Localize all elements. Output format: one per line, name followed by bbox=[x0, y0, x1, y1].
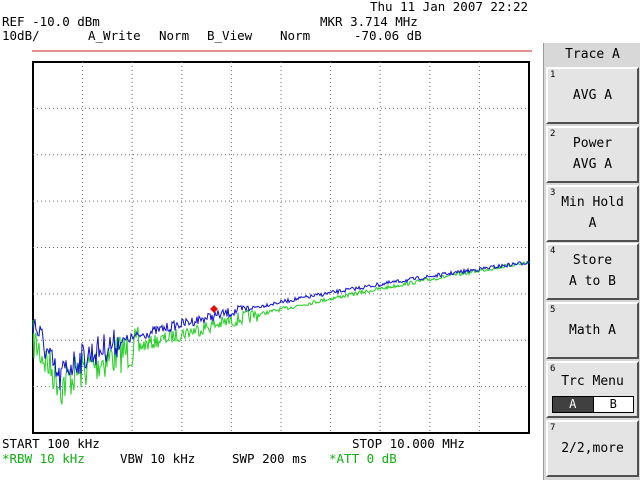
marker-diamond bbox=[210, 305, 218, 313]
trace-a-mode: A_Write bbox=[88, 28, 141, 43]
softkey-power-avg-a[interactable]: 2 Power AVG A bbox=[546, 126, 639, 183]
softkey-sublabel: AVG A bbox=[572, 157, 613, 172]
sweep-time: SWP 200 ms bbox=[232, 451, 308, 466]
trace-b-mode: B_View bbox=[207, 28, 253, 43]
softkey-number: 1 bbox=[550, 70, 556, 80]
softkey-sublabel: A to B bbox=[569, 274, 616, 289]
softkey-number: 3 bbox=[550, 188, 556, 198]
softkey-number: 4 bbox=[550, 246, 556, 256]
reference-level: REF -10.0 dBm bbox=[2, 14, 100, 29]
start-frequency: START 100 kHz bbox=[2, 436, 100, 451]
menu-title: Trace A bbox=[565, 47, 620, 62]
softkey-label: 2/2,more bbox=[561, 441, 624, 456]
vbw-setting: VBW 10 kHz bbox=[120, 451, 196, 466]
softkey-label: Min Hold bbox=[561, 195, 624, 210]
softkey-number: 7 bbox=[550, 423, 556, 433]
softkey-label: AVG A bbox=[572, 88, 613, 103]
softkey-avg-a[interactable]: 1 AVG A bbox=[546, 67, 639, 124]
trace-select-toggle[interactable]: A B bbox=[552, 396, 634, 413]
softkey-number: 5 bbox=[550, 305, 556, 315]
attenuation: *ATT 0 dB bbox=[329, 451, 397, 466]
trace-select-b[interactable]: B bbox=[592, 397, 633, 412]
spectrum-display: Thu 11 Jan 2007 22:22 REF -10.0 dBm MKR … bbox=[2, 0, 532, 466]
softkey-math-a[interactable]: 5 Math A bbox=[546, 302, 639, 359]
trace-select-a[interactable]: A bbox=[553, 397, 593, 412]
softkey-number: 2 bbox=[550, 129, 556, 139]
softkey-number: 6 bbox=[550, 364, 556, 374]
softkey-more[interactable]: 7 2/2,more bbox=[546, 420, 639, 477]
trace-a-line bbox=[32, 260, 531, 391]
softkey-panel: Trace A 1 AVG A 2 Power AVG A 3 Min Hold… bbox=[543, 43, 640, 480]
softkey-min-hold-a[interactable]: 3 Min Hold A bbox=[546, 185, 639, 242]
spectrum-plot bbox=[32, 50, 532, 433]
datetime: Thu 11 Jan 2007 22:22 bbox=[370, 0, 529, 14]
softkey-trc-menu[interactable]: 6 Trc Menu A B bbox=[546, 361, 639, 418]
trace-b-detector: Norm bbox=[280, 28, 311, 43]
softkey-label: Math A bbox=[569, 323, 616, 338]
marker-frequency: MKR 3.714 MHz bbox=[320, 14, 418, 29]
softkey-label: Trc Menu bbox=[561, 374, 624, 389]
trace-a-detector: Norm bbox=[159, 28, 190, 43]
softkey-label: Store bbox=[572, 253, 613, 268]
rbw-setting: *RBW 10 kHz bbox=[2, 451, 85, 466]
stop-frequency: STOP 10.000 MHz bbox=[352, 436, 465, 451]
trace-b-line bbox=[32, 260, 531, 405]
softkey-label: Power bbox=[572, 136, 613, 151]
scale-per-division: 10dB/ bbox=[2, 28, 40, 43]
marker-level: -70.06 dB bbox=[354, 28, 422, 43]
softkey-store-a-to-b[interactable]: 4 Store A to B bbox=[546, 243, 639, 300]
softkey-sublabel: A bbox=[588, 216, 597, 231]
grid-lines bbox=[33, 62, 529, 433]
